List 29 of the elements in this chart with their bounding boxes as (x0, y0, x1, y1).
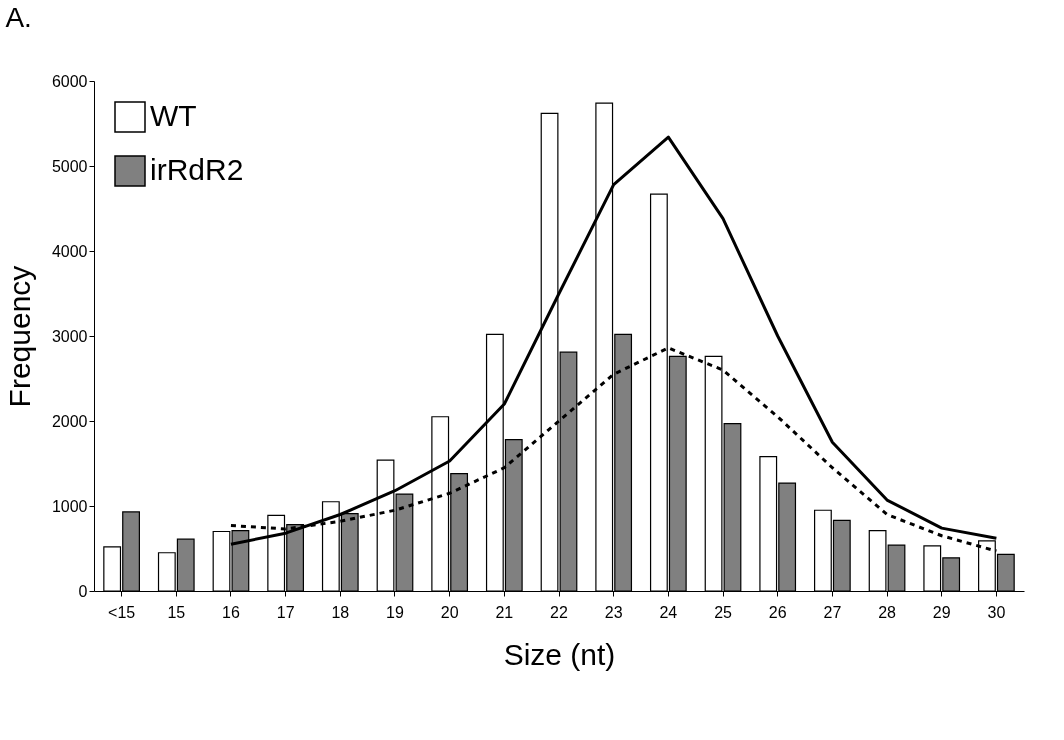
x-tick-label: 29 (932, 603, 951, 621)
x-tick-label: 20 (440, 603, 459, 621)
legend-label: WT (150, 99, 197, 132)
x-tick-label: 23 (604, 603, 623, 621)
y-tick-label: 4000 (51, 242, 88, 260)
x-tick-label: 26 (768, 603, 787, 621)
x-tick-label: 30 (987, 603, 1006, 621)
chart-title: A. (5, 2, 32, 33)
x-tick-label: 28 (878, 603, 897, 621)
y-tick-label: 5000 (51, 157, 88, 175)
x-tick-label: <15 (108, 603, 136, 621)
y-tick-label: 3000 (51, 327, 88, 345)
x-tick-label: 25 (714, 603, 733, 621)
x-tick-label: 18 (331, 603, 350, 621)
y-axis-title: Frequency (2, 265, 36, 408)
x-tick-label: 17 (276, 603, 295, 621)
y-tick-label: 1000 (51, 497, 88, 515)
x-tick-label: 19 (386, 603, 404, 621)
legend-label: irRdR2 (150, 153, 244, 186)
x-axis-title: Size (nt) (503, 637, 616, 671)
x-tick-label: 24 (659, 603, 678, 621)
x-tick-label: 16 (222, 603, 240, 621)
y-tick-label: 6000 (51, 72, 88, 90)
x-tick-label: 21 (495, 603, 514, 621)
x-tick-label: 22 (550, 603, 568, 621)
x-tick-label: 27 (823, 603, 842, 621)
y-tick-label: 2000 (51, 412, 88, 430)
y-tick-label: 0 (78, 582, 88, 600)
x-tick-label: 15 (167, 603, 186, 621)
